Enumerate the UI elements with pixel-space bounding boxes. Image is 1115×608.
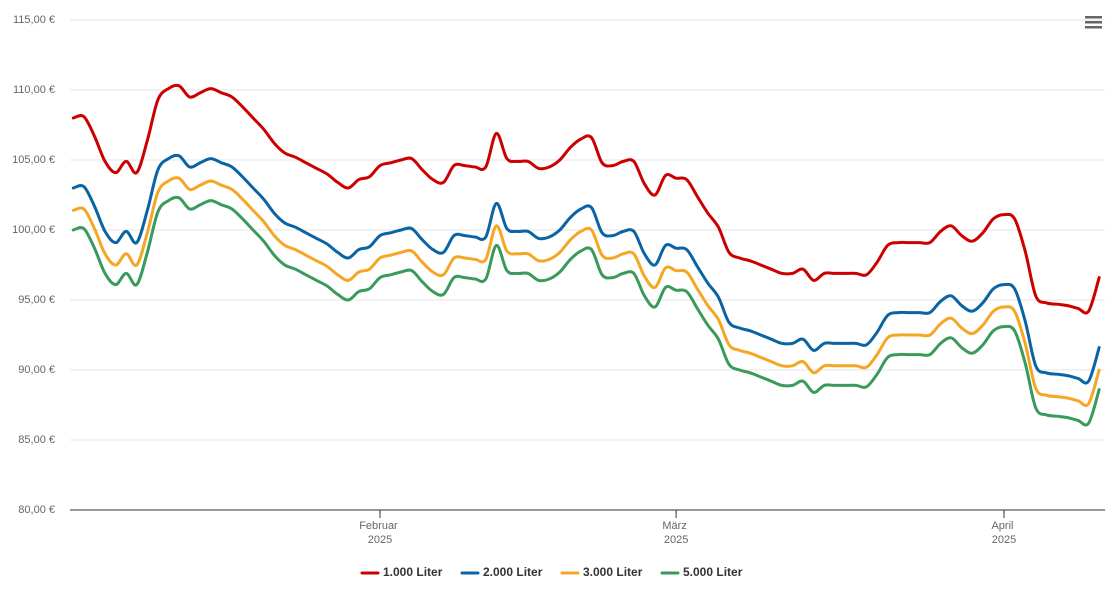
legend-label: 1.000 Liter [383,565,443,579]
series-line [71,176,1101,407]
menu-bar [1085,21,1102,24]
y-tick-label: 80,00 € [18,504,55,516]
y-tick-label: 115,00 € [13,14,55,26]
menu-button[interactable] [1085,16,1102,29]
y-tick-label: 95,00 € [18,294,55,306]
legend-item[interactable]: 2.000 Liter [460,565,543,579]
series-line [71,83,1101,315]
y-tick-label: 105,00 € [12,154,55,166]
y-tick-label: 90,00 € [18,364,55,376]
y-tick-label: 110,00 € [13,84,55,96]
legend-label: 5.000 Liter [683,565,743,579]
legend-item[interactable]: 1.000 Liter [360,565,443,579]
x-tick-label: April 2025 [991,520,1016,546]
series-line [71,153,1101,385]
legend-item[interactable]: 5.000 Liter [660,565,743,579]
legend-label: 3.000 Liter [583,565,643,579]
y-tick-label: 85,00 € [18,434,55,446]
x-tick-label: Februar 2025 [359,520,401,546]
x-tick-label: März 2025 [662,520,690,546]
legend-label: 2.000 Liter [483,565,543,579]
series-line [71,195,1101,427]
menu-bar [1085,26,1102,29]
menu-bar [1085,16,1102,19]
legend-item[interactable]: 3.000 Liter [560,565,643,579]
y-tick-label: 100,00 € [12,224,55,236]
